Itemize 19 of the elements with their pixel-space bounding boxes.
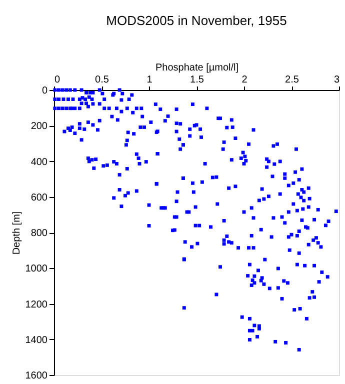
- x-tick-label: 0.5: [95, 74, 110, 86]
- y-tick-label: 400: [30, 156, 48, 168]
- x-tick-label: 0: [54, 74, 60, 86]
- y-tick-label: 600: [30, 192, 48, 204]
- x-tick-label: 1: [146, 74, 153, 86]
- y-tick-label: 0: [42, 86, 48, 96]
- x-tick-label: 2: [242, 74, 248, 86]
- y-tick-label: 200: [30, 121, 48, 132]
- chart-title: MODS2005 in November, 1955: [106, 13, 287, 28]
- y-tick-label: 1000: [25, 264, 48, 275]
- y-axis-title: Depth [m]: [11, 211, 22, 255]
- x-axis-title: Phosphate [µmol/l]: [155, 62, 239, 74]
- x-tick-label: 1.5: [190, 74, 204, 86]
- x-tick-label: 3: [334, 74, 340, 86]
- y-tick-label: 1200: [25, 299, 48, 310]
- y-tick-label: 1400: [25, 334, 48, 346]
- y-tick-label: 800: [30, 228, 48, 239]
- x-tick-label: 2.5: [285, 74, 300, 86]
- y-tick-label: 1600: [25, 370, 48, 382]
